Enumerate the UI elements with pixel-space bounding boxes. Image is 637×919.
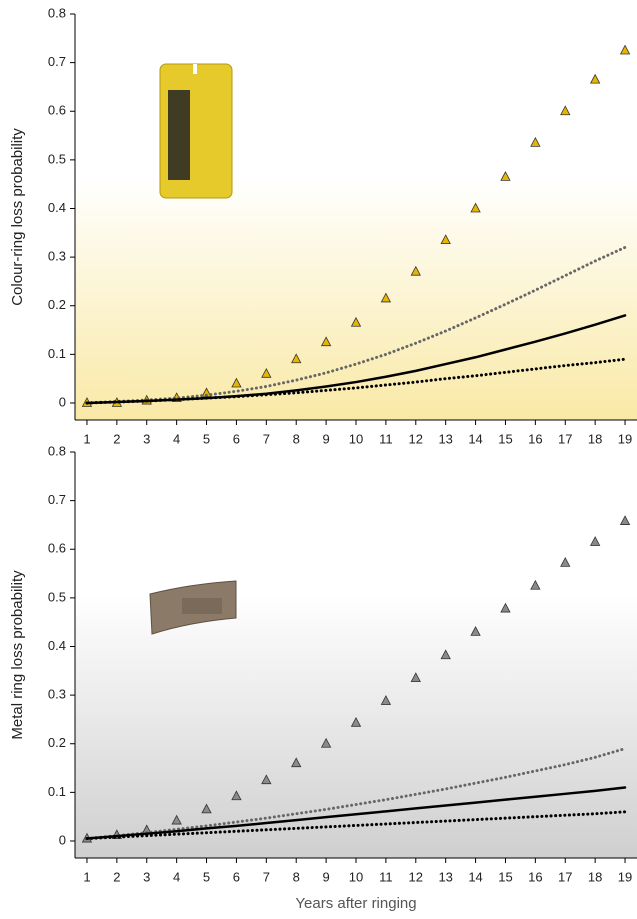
x-tick-label: 16 (528, 431, 542, 446)
y-tick-label: 0.8 (48, 5, 66, 20)
triangle-marker (589, 536, 601, 546)
x-tick-label: 10 (349, 431, 363, 446)
x-tick-label: 10 (349, 869, 363, 884)
triangle-marker (171, 814, 182, 825)
triangle-marker (291, 353, 302, 364)
x-tick-label: 8 (293, 431, 300, 446)
x-tick-label: 15 (498, 431, 512, 446)
triangle-marker (320, 737, 332, 748)
x-tick-label: 19 (618, 431, 632, 446)
x-tick-label: 9 (322, 431, 329, 446)
x-tick-label: 15 (498, 869, 512, 884)
x-tick-label: 1 (83, 869, 90, 884)
triangle-marker (320, 336, 332, 347)
x-tick-label: 5 (203, 869, 210, 884)
dotted-line (85, 245, 627, 405)
x-tick-label: 11 (379, 869, 393, 884)
y-axis-label: Colour-ring loss probability (9, 128, 26, 306)
x-tick-label: 17 (558, 431, 572, 446)
triangle-marker (530, 579, 541, 590)
x-tick-label: 9 (322, 869, 329, 884)
y-tick-label: 0.7 (48, 492, 66, 507)
x-tick-label: 18 (588, 869, 602, 884)
y-axis-label: Metal ring loss probability (9, 570, 26, 740)
y-tick-label: 0.5 (48, 151, 66, 166)
x-tick-label: 13 (438, 869, 452, 884)
x-tick-label: 6 (233, 869, 240, 884)
triangle-marker (560, 557, 571, 567)
x-tick-label: 11 (379, 431, 393, 446)
triangle-marker (500, 602, 511, 613)
x-tick-label: 7 (263, 869, 270, 884)
triangle-marker (231, 377, 242, 388)
solid-line (85, 314, 627, 405)
plot-background (75, 14, 637, 420)
x-axis-label: Years after ringing (295, 895, 416, 912)
x-tick-label: 7 (263, 431, 270, 446)
x-tick-label: 4 (173, 431, 180, 446)
solid-line (85, 786, 627, 840)
x-tick-label: 12 (409, 431, 423, 446)
x-tick-label: 18 (588, 431, 602, 446)
triangle-marker (350, 316, 362, 327)
triangle-marker (589, 73, 601, 84)
triangle-marker (201, 803, 212, 814)
y-tick-label: 0.2 (48, 297, 66, 312)
dotted-line (85, 747, 627, 841)
triangle-marker (261, 774, 272, 785)
y-tick-label: 0 (59, 832, 66, 847)
x-tick-label: 2 (113, 431, 120, 446)
x-tick-label: 2 (113, 869, 120, 884)
x-tick-label: 16 (528, 869, 542, 884)
plot-background (75, 452, 637, 858)
y-tick-label: 0.7 (48, 54, 66, 69)
x-tick-label: 3 (143, 869, 150, 884)
y-tick-label: 0.2 (48, 735, 66, 750)
x-tick-label: 13 (438, 431, 452, 446)
triangle-marker (291, 757, 302, 768)
x-tick-label: 12 (409, 869, 423, 884)
x-tick-label: 5 (203, 431, 210, 446)
ring-photo-metal (149, 580, 237, 635)
y-tick-label: 0.4 (48, 638, 66, 653)
triangle-marker (470, 202, 481, 213)
triangle-marker (380, 695, 392, 705)
triangle-marker (560, 105, 571, 116)
x-tick-label: 1 (83, 431, 90, 446)
x-tick-label: 8 (293, 869, 300, 884)
triangle-marker (619, 44, 631, 55)
x-tick-label: 19 (618, 869, 632, 884)
y-tick-label: 0.4 (48, 200, 66, 215)
x-tick-label: 14 (468, 869, 482, 884)
triangle-marker (350, 716, 362, 727)
y-tick-label: 0.6 (48, 541, 66, 556)
triangle-marker (261, 367, 272, 378)
triangle-marker (440, 649, 451, 660)
y-tick-label: 0.8 (48, 443, 66, 458)
y-tick-label: 0.3 (48, 249, 66, 264)
triangle-marker (619, 515, 631, 525)
y-tick-label: 0 (59, 394, 66, 409)
triangle-marker (231, 790, 242, 801)
triangle-marker (410, 265, 421, 276)
triangle-marker (500, 171, 511, 181)
triangle-marker (410, 672, 421, 682)
x-tick-label: 3 (143, 431, 150, 446)
triangle-marker (530, 136, 541, 147)
x-tick-label: 14 (468, 431, 482, 446)
triangle-marker (470, 626, 481, 636)
y-tick-label: 0.6 (48, 103, 66, 118)
y-tick-label: 0.3 (48, 687, 66, 702)
triangle-marker (440, 234, 451, 244)
dotted-line (85, 357, 627, 405)
x-tick-label: 17 (558, 869, 572, 884)
y-tick-label: 0.1 (48, 784, 66, 799)
x-tick-label: 6 (233, 431, 240, 446)
y-tick-label: 0.1 (48, 346, 66, 361)
ring-photo-colour (159, 63, 233, 199)
y-tick-label: 0.5 (48, 589, 66, 604)
triangle-marker (380, 292, 392, 303)
x-tick-label: 4 (173, 869, 180, 884)
